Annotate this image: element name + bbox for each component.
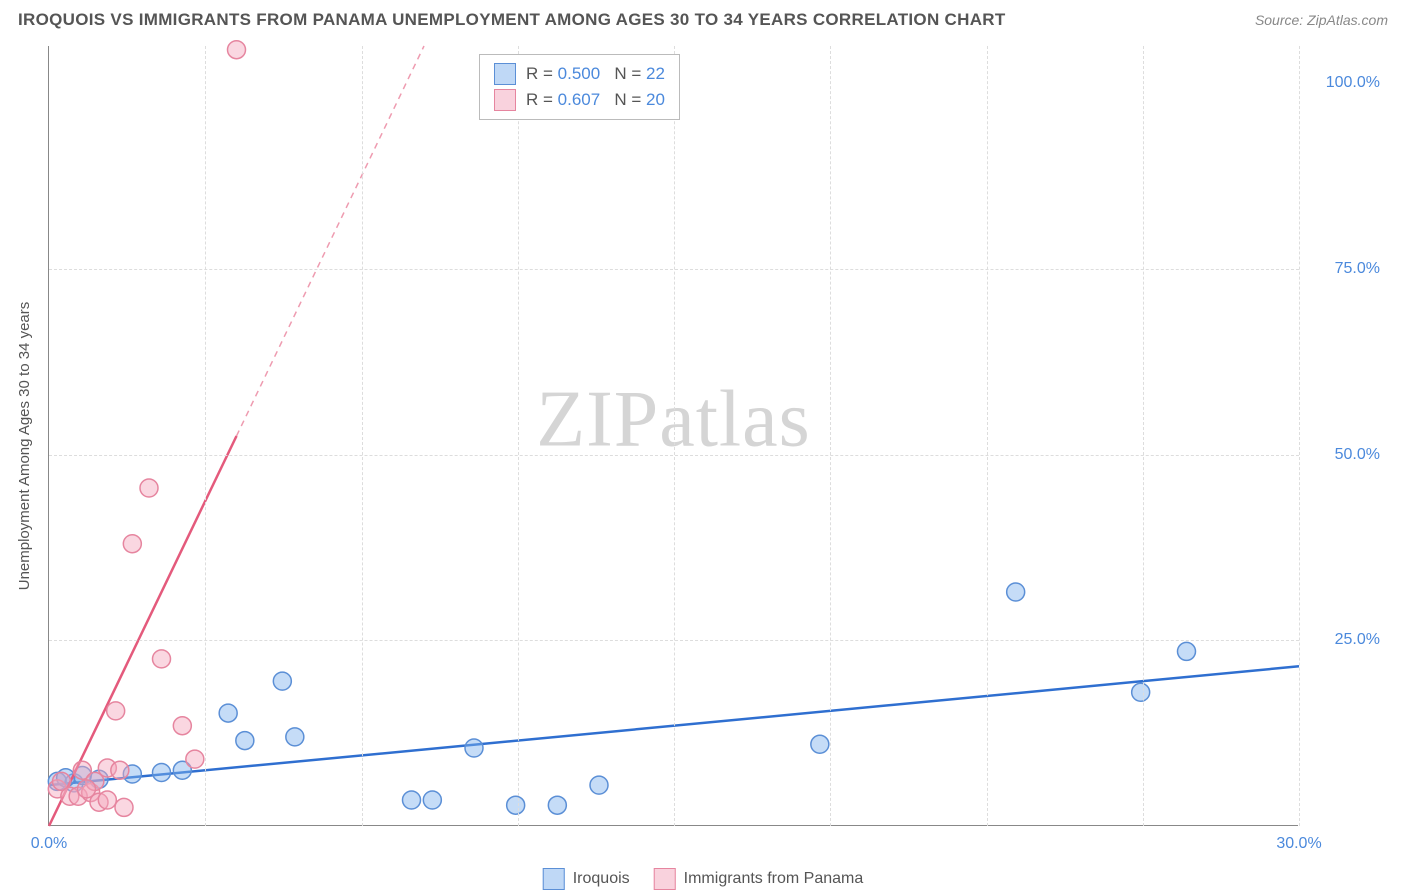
y-axis-title: Unemployment Among Ages 30 to 34 years [16, 302, 33, 591]
data-point [228, 41, 246, 59]
data-point [153, 650, 171, 668]
gridline-v [518, 46, 519, 826]
data-point [219, 704, 237, 722]
bottom-legend: Iroquois Immigrants from Panama [543, 868, 864, 890]
x-tick-label: 30.0% [1276, 835, 1321, 853]
data-point [236, 732, 254, 750]
legend-swatch-blue [543, 868, 565, 890]
chart-container: Unemployment Among Ages 30 to 34 years Z… [48, 46, 1388, 838]
stats-swatch [494, 63, 516, 85]
stats-text: R = 0.500 N = 22 [526, 64, 665, 84]
data-point [286, 728, 304, 746]
stats-swatch [494, 89, 516, 111]
stats-box: R = 0.500 N = 22 R = 0.607 N = 20 [479, 54, 680, 120]
data-point [98, 791, 116, 809]
stats-text: R = 0.607 N = 20 [526, 90, 665, 110]
y-tick-label: 100.0% [1326, 74, 1380, 92]
data-point [115, 798, 133, 816]
data-point [153, 764, 171, 782]
y-tick-label: 25.0% [1335, 631, 1380, 649]
data-point [78, 780, 96, 798]
data-point [173, 717, 191, 735]
chart-title: IROQUOIS VS IMMIGRANTS FROM PANAMA UNEMP… [18, 10, 1006, 30]
data-point [811, 735, 829, 753]
data-point [107, 702, 125, 720]
data-point [273, 672, 291, 690]
stats-row: R = 0.500 N = 22 [494, 61, 665, 87]
data-point [548, 796, 566, 814]
data-point [403, 791, 421, 809]
gridline-v [674, 46, 675, 826]
data-point [507, 796, 525, 814]
x-tick-label: 0.0% [31, 835, 67, 853]
chart-header: IROQUOIS VS IMMIGRANTS FROM PANAMA UNEMP… [0, 0, 1406, 38]
legend-item-iroquois: Iroquois [543, 868, 630, 890]
data-point [1132, 683, 1150, 701]
y-tick-label: 50.0% [1335, 446, 1380, 464]
data-point [111, 761, 129, 779]
data-point [1178, 642, 1196, 660]
data-point [1007, 583, 1025, 601]
gridline-v [362, 46, 363, 826]
data-point [590, 776, 608, 794]
gridline-v [987, 46, 988, 826]
gridline-v [1299, 46, 1300, 826]
gridline-v [1143, 46, 1144, 826]
data-point [465, 739, 483, 757]
y-tick-label: 75.0% [1335, 260, 1380, 278]
plot-area: ZIPatlas 25.0%50.0%75.0%100.0%0.0%30.0%R… [48, 46, 1298, 826]
trend-line-dashed [237, 46, 425, 436]
stats-row: R = 0.607 N = 20 [494, 87, 665, 113]
legend-label-1: Iroquois [573, 870, 630, 888]
data-point [123, 535, 141, 553]
legend-label-2: Immigrants from Panama [684, 870, 864, 888]
data-point [140, 479, 158, 497]
legend-item-panama: Immigrants from Panama [654, 868, 864, 890]
gridline-v [205, 46, 206, 826]
legend-swatch-pink [654, 868, 676, 890]
gridline-v [830, 46, 831, 826]
source-label: Source: ZipAtlas.com [1255, 12, 1388, 28]
data-point [186, 750, 204, 768]
data-point [423, 791, 441, 809]
